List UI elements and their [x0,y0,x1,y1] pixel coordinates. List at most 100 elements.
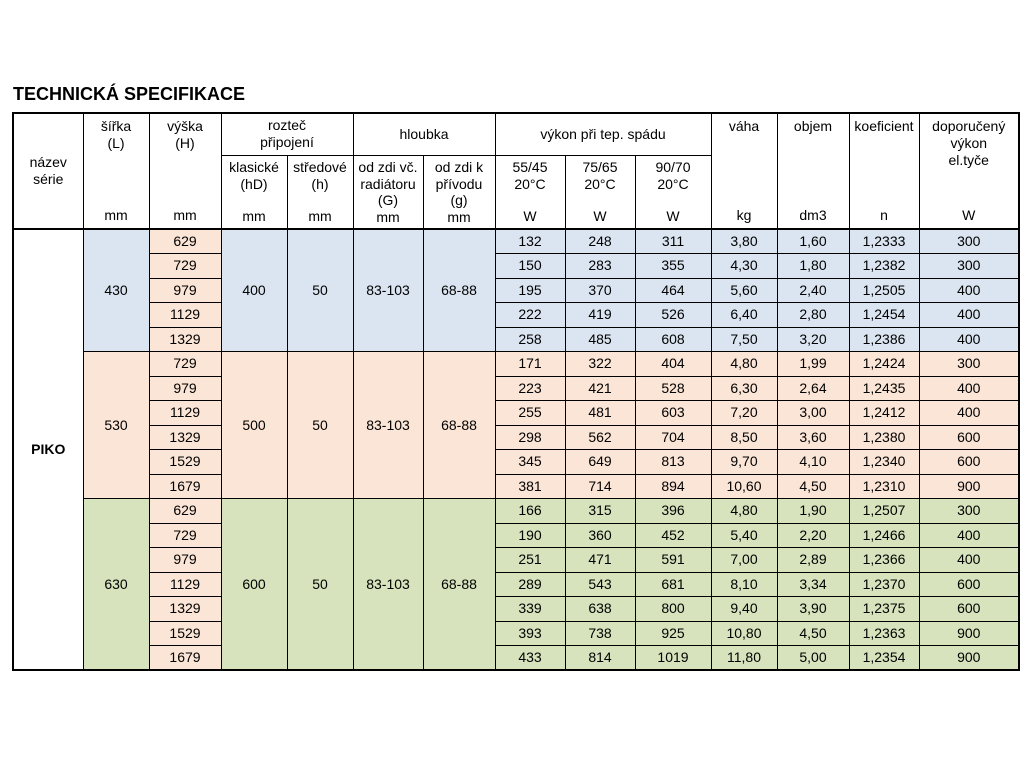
koeficient-cell: 1,2370 [848,571,920,597]
vyska-cell: 1329 [148,596,222,622]
doporuceny-vykon-cell: 600 [918,571,1020,597]
vykon-55-45-cell: 258 [494,326,566,352]
header-objem-unit: dm3 [799,207,827,224]
vyska-cell: 629 [148,498,222,524]
vykon-90-70-cell: 528 [634,375,712,401]
vykon-55-45-cell: 289 [494,571,566,597]
doporuceny-vykon-cell: 400 [918,522,1020,548]
vaha-cell: 7,50 [710,326,778,352]
header-koeficient: koeficient n [848,112,920,230]
objem-cell: 1,80 [776,253,850,279]
vaha-cell: 10,80 [710,620,778,646]
vyska-cell: 1679 [148,645,222,671]
page-root: TECHNICKÁ SPECIFIKACE název série šířka … [12,84,1020,671]
vyska-cell: 1529 [148,449,222,475]
doporuceny-vykon-cell: 400 [918,375,1020,401]
koeficient-cell: 1,2435 [848,375,920,401]
doporuceny-vykon-cell: 600 [918,424,1020,450]
header-klasicke: klasické (hD) mm [220,154,288,230]
roztec-stredove-cell: 50 [286,498,354,671]
vaha-cell: 11,80 [710,645,778,671]
vykon-90-70-cell: 925 [634,620,712,646]
header-od-zdi-radiatoru-label: od zdi vč. radiátoru (G) [358,158,418,209]
doporuceny-vykon-cell: 900 [918,645,1020,671]
sirka-cell: 430 [82,228,150,352]
vykon-90-70-cell: 404 [634,351,712,377]
vykon-90-70-cell: 355 [634,253,712,279]
sirka-cell: 530 [82,351,150,499]
header-roztec-pripojeni: rozteč připojení [220,112,354,156]
vykon-90-70-cell: 526 [634,302,712,328]
objem-cell: 2,64 [776,375,850,401]
vyska-cell: 729 [148,253,222,279]
spec-row: 630 629 600 50 83-103 68-88 166 315 396 4,80 1,90 1… [13,498,1020,671]
spec-table-body: PIKO 430 629 400 50 83-103 68-88 132 248 311 3,80 1… [12,228,1020,671]
doporuceny-vykon-cell: 900 [918,620,1020,646]
header-objem-label: objem [793,118,833,134]
header-doporuceny-vykon-unit: W [962,207,976,224]
header-temp-55-45-unit: W [523,207,537,224]
header-od-zdi-radiatoru: od zdi vč. radiátoru (G) mm [352,154,424,230]
vykon-75-65-cell: 649 [564,449,636,475]
vykon-90-70-cell: 894 [634,473,712,499]
vykon-90-70-cell: 1019 [634,645,712,671]
doporuceny-vykon-cell: 400 [918,326,1020,352]
vaha-cell: 8,10 [710,571,778,597]
vykon-90-70-cell: 813 [634,449,712,475]
vaha-cell: 3,80 [710,228,778,254]
vykon-55-45-cell: 171 [494,351,566,377]
header-temp-90-70-label: 90/70 20°C [655,158,691,192]
spec-row: 729 190 360 452 5,40 2,20 1,2466 400 [13,522,1020,548]
header-temp-75-65-unit: W [593,207,607,224]
vykon-90-70-cell: 681 [634,571,712,597]
header-temp-90-70: 90/70 20°C W [634,154,712,230]
vykon-90-70-cell: 452 [634,522,712,548]
header-vaha: váha kg [710,112,778,230]
hloubka-privodu-cell: 68-88 [422,498,496,671]
doporuceny-vykon-cell: 600 [918,596,1020,622]
vykon-75-65-cell: 714 [564,473,636,499]
vykon-90-70-cell: 608 [634,326,712,352]
vyska-cell: 979 [148,375,222,401]
doporuceny-vykon-cell: 300 [918,253,1020,279]
vykon-55-45-cell: 393 [494,620,566,646]
objem-cell: 3,20 [776,326,850,352]
vaha-cell: 4,80 [710,351,778,377]
vaha-cell: 9,70 [710,449,778,475]
vyska-cell: 629 [148,228,222,254]
doporuceny-vykon-cell: 400 [918,277,1020,303]
vaha-cell: 6,40 [710,302,778,328]
koeficient-cell: 1,2382 [848,253,920,279]
header-row-top: název série šířka (L) mm výška (H) mm ro… [12,112,1020,230]
objem-cell: 1,90 [776,498,850,524]
objem-cell: 1,99 [776,351,850,377]
hloubka-radiatoru-cell: 83-103 [352,228,424,352]
doporuceny-vykon-cell: 900 [918,473,1020,499]
roztec-klasicke-cell: 400 [220,228,288,352]
objem-cell: 3,60 [776,424,850,450]
header-klasicke-label: klasické (hD) [229,158,279,192]
page-title: TECHNICKÁ SPECIFIKACE [13,84,246,104]
spec-row: 729 150 283 355 4,30 1,80 1,2382 300 [13,253,1020,279]
header-vyska-unit: mm [173,207,197,224]
doporuceny-vykon-cell: 300 [918,228,1020,254]
vykon-75-65-cell: 814 [564,645,636,671]
header-objem: objem dm3 [776,112,850,230]
header-od-zdi-radiatoru-unit: mm [376,209,400,226]
spec-row: 1129 255 481 603 7,20 3,00 1,2412 400 [13,400,1020,426]
spec-row: 1329 258 485 608 7,50 3,20 1,2386 400 [13,326,1020,352]
vykon-55-45-cell: 339 [494,596,566,622]
vyska-cell: 1329 [148,424,222,450]
roztec-stredove-cell: 50 [286,228,354,352]
koeficient-cell: 1,2333 [848,228,920,254]
header-koeficient-unit: n [880,207,888,224]
objem-cell: 4,50 [776,620,850,646]
vyska-cell: 1129 [148,302,222,328]
header-row-sub: klasické (hD) mm středové (h) mm od zdi … [13,154,1019,230]
vykon-55-45-cell: 381 [494,473,566,499]
doporuceny-vykon-cell: 300 [918,351,1020,377]
vykon-55-45-cell: 345 [494,449,566,475]
objem-cell: 2,89 [776,547,850,573]
vykon-55-45-cell: 298 [494,424,566,450]
vyska-cell: 1129 [148,400,222,426]
